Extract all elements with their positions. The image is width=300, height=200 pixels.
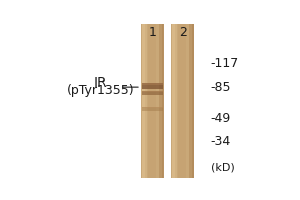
Bar xyxy=(145,24,147,178)
Text: (pTyr1355): (pTyr1355) xyxy=(67,84,134,97)
Bar xyxy=(178,24,186,178)
Bar xyxy=(141,24,164,178)
Bar xyxy=(142,107,163,111)
Text: (kD): (kD) xyxy=(211,162,235,172)
Text: -34: -34 xyxy=(211,135,231,148)
Bar xyxy=(142,91,163,95)
Text: 2: 2 xyxy=(179,26,187,39)
Bar xyxy=(142,91,163,92)
Bar xyxy=(171,24,194,178)
Bar xyxy=(148,24,156,178)
Bar xyxy=(189,24,194,178)
Text: -85: -85 xyxy=(211,81,231,94)
Bar xyxy=(142,24,145,178)
Bar xyxy=(142,83,163,85)
Bar xyxy=(142,83,163,89)
Text: 1: 1 xyxy=(149,26,157,39)
Text: -117: -117 xyxy=(211,57,239,70)
Bar xyxy=(176,24,177,178)
Bar xyxy=(172,24,175,178)
Text: -49: -49 xyxy=(211,112,231,125)
Bar xyxy=(159,24,163,178)
Bar xyxy=(142,107,163,108)
Bar xyxy=(192,24,194,178)
Text: IR: IR xyxy=(94,76,107,90)
Bar xyxy=(162,24,164,178)
